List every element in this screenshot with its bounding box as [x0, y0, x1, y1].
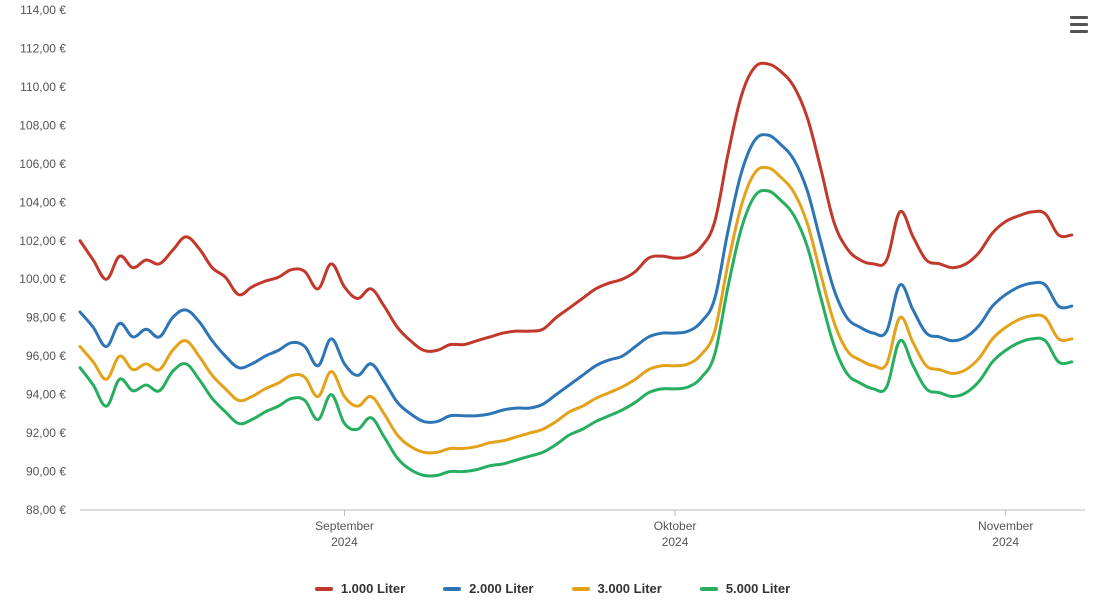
y-tick-label: 90,00 € — [26, 465, 66, 479]
legend-swatch — [700, 587, 718, 591]
x-tick-year: 2024 — [331, 535, 358, 549]
legend-swatch — [572, 587, 590, 591]
hamburger-icon — [1070, 16, 1088, 19]
y-tick-label: 112,00 € — [20, 41, 66, 55]
y-tick-label: 108,00 € — [19, 118, 66, 132]
x-tick-year: 2024 — [662, 535, 689, 549]
chart-menu-button[interactable] — [1065, 10, 1093, 38]
legend-item[interactable]: 5.000 Liter — [700, 581, 790, 596]
legend-swatch — [443, 587, 461, 591]
y-tick-label: 104,00 € — [19, 195, 66, 209]
y-tick-label: 88,00 € — [26, 503, 66, 517]
legend-swatch — [315, 587, 333, 591]
chart-canvas: 88,00 € 90,00 € 92,00 € 94,00 € 96,00 € 98,00… — [0, 0, 1105, 560]
x-tick-month: September — [315, 519, 374, 533]
y-tick-label: 100,00 € — [19, 272, 66, 286]
series-line[interactable] — [80, 135, 1072, 423]
legend-label: 5.000 Liter — [726, 581, 790, 596]
chart-legend: 1.000 Liter 2.000 Liter 3.000 Liter 5.000 L… — [0, 581, 1105, 596]
series-line[interactable] — [80, 190, 1072, 476]
legend-item[interactable]: 2.000 Liter — [443, 581, 533, 596]
y-tick-label: 94,00 € — [26, 388, 66, 402]
price-chart: 88,00 € 90,00 € 92,00 € 94,00 € 96,00 € 98,00… — [0, 0, 1105, 602]
y-tick-label: 102,00 € — [19, 234, 66, 248]
x-tick-month: November — [978, 519, 1033, 533]
x-tick-month: Oktober — [654, 519, 697, 533]
y-tick-label: 114,00 € — [20, 3, 66, 17]
legend-item[interactable]: 1.000 Liter — [315, 581, 405, 596]
legend-label: 2.000 Liter — [469, 581, 533, 596]
series-line[interactable] — [80, 63, 1072, 351]
legend-item[interactable]: 3.000 Liter — [572, 581, 662, 596]
x-tick-year: 2024 — [992, 535, 1019, 549]
y-tick-label: 106,00 € — [19, 157, 66, 171]
legend-label: 1.000 Liter — [341, 581, 405, 596]
y-tick-label: 98,00 € — [26, 311, 66, 325]
series-line[interactable] — [80, 167, 1072, 453]
y-tick-label: 92,00 € — [26, 426, 66, 440]
y-tick-label: 96,00 € — [26, 349, 66, 363]
y-tick-label: 110,00 € — [20, 80, 66, 94]
legend-label: 3.000 Liter — [598, 581, 662, 596]
